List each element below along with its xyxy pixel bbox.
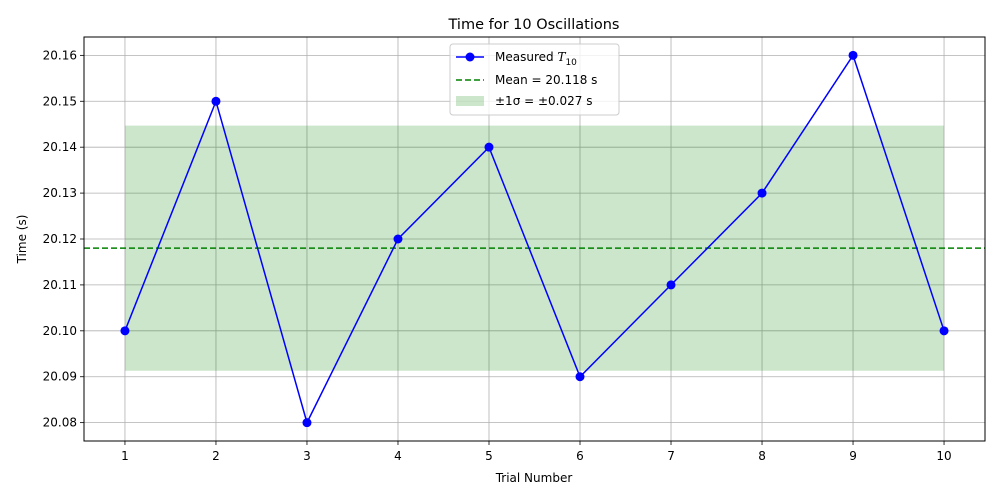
y-tick-label: 20.10 bbox=[43, 324, 77, 338]
x-tick-label: 9 bbox=[849, 449, 857, 463]
y-tick-label: 20.16 bbox=[43, 48, 77, 62]
legend-series-main: Measured bbox=[495, 50, 557, 64]
y-tick-label: 20.09 bbox=[43, 370, 77, 384]
legend-series-subscript: 10 bbox=[565, 58, 577, 68]
y-axis-label: Time (s) bbox=[15, 215, 29, 265]
y-tick-label: 20.08 bbox=[43, 416, 77, 430]
x-tick-label: 1 bbox=[121, 449, 129, 463]
x-tick-label: 4 bbox=[394, 449, 402, 463]
y-tick-label: 20.13 bbox=[43, 186, 77, 200]
x-tick-label: 10 bbox=[936, 449, 951, 463]
x-tick-label: 5 bbox=[485, 449, 493, 463]
series-layer bbox=[120, 50, 949, 428]
data-point bbox=[575, 372, 585, 382]
legend: Measured T10 Mean = 20.118 s ±1σ = ±0.02… bbox=[449, 43, 620, 116]
chart-title: Time for 10 Oscillations bbox=[448, 17, 620, 33]
legend-mean-label: Mean = 20.118 s bbox=[495, 73, 597, 87]
series-line bbox=[124, 53, 945, 425]
x-axis-label: Trial Number bbox=[495, 471, 573, 485]
data-point bbox=[757, 188, 767, 198]
data-point bbox=[393, 234, 403, 244]
legend-box bbox=[449, 43, 620, 116]
x-tick-label: 7 bbox=[667, 449, 675, 463]
data-point bbox=[211, 96, 221, 106]
data-point bbox=[666, 280, 676, 290]
x-tick-label: 3 bbox=[303, 449, 311, 463]
data-point bbox=[302, 418, 312, 428]
y-tick-label: 20.14 bbox=[43, 140, 77, 154]
data-point bbox=[848, 50, 858, 60]
y-tick-label: 20.15 bbox=[43, 94, 77, 108]
x-tick-label: 6 bbox=[576, 449, 584, 463]
data-point bbox=[939, 326, 949, 336]
y-tick-label: 20.12 bbox=[43, 232, 77, 246]
data-point bbox=[484, 142, 494, 152]
data-point bbox=[120, 326, 130, 336]
y-tick-label: 20.11 bbox=[43, 278, 77, 292]
y-ticks: 20.08 20.09 20.10 20.11 20.12 20.13 20.14 20.15… bbox=[43, 48, 84, 430]
legend-series-label: Measured T10 bbox=[495, 50, 577, 68]
x-ticks: 1 2 3 4 5 6 7 8 9 10 bbox=[121, 441, 952, 463]
legend-series-symbol: T bbox=[557, 50, 566, 64]
legend-series-marker-swatch bbox=[465, 52, 475, 62]
grid-lines bbox=[84, 37, 985, 441]
legend-band-label: ±1σ = ±0.027 s bbox=[495, 94, 592, 108]
x-tick-label: 8 bbox=[758, 449, 766, 463]
x-tick-label: 2 bbox=[212, 449, 220, 463]
legend-band-swatch bbox=[456, 96, 484, 106]
